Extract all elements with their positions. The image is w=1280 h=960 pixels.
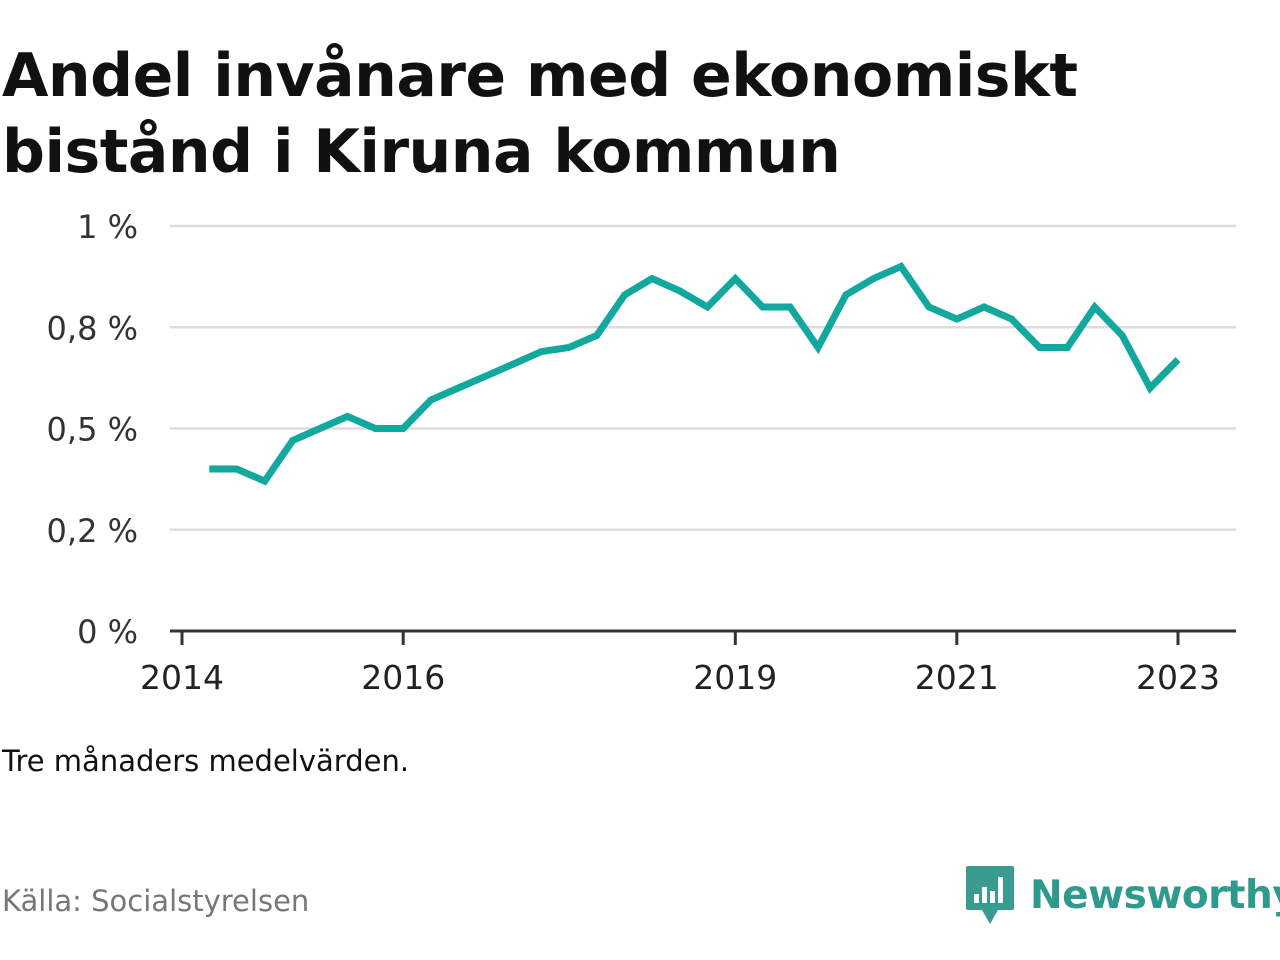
y-axis: 0 % 0,2 % 0,5 % 0,8 % 1 %	[47, 208, 138, 651]
y-tick-label: 0,8 %	[47, 309, 138, 347]
brand-name: Newsworthy	[1030, 872, 1280, 918]
y-tick-label: 0 %	[77, 613, 138, 651]
x-tick-label: 2014	[140, 658, 224, 697]
source-label: Källa: Socialstyrelsen	[2, 884, 310, 918]
brand-logo: Newsworthy	[964, 862, 1280, 928]
line-chart: 0 %0,2 %0,5 %0,8 %1 % 2014 2016 2019 2021 20…	[47, 208, 1236, 697]
y-tick-label: 1 %	[77, 208, 138, 246]
y-tick-label: 0,5 %	[47, 411, 138, 449]
grid-lines	[170, 224, 1236, 531]
series-lines	[209, 262, 1181, 486]
y-tick-label: 0,2 %	[47, 512, 138, 550]
newsworthy-logo-icon	[966, 866, 1014, 924]
series-line	[209, 262, 1181, 486]
x-tick-label: 2019	[693, 658, 777, 697]
chart-note: Tre månaders medelvärden.	[2, 744, 410, 778]
x-tick-label: 2021	[915, 658, 999, 697]
x-axis: 2014 2016 2019 2021 2023	[140, 629, 1236, 697]
chart-title: Andel invånare med ekonomiskt bistånd i …	[2, 41, 1078, 187]
x-tick-label: 2016	[361, 658, 445, 697]
x-tick-label: 2023	[1136, 658, 1220, 697]
